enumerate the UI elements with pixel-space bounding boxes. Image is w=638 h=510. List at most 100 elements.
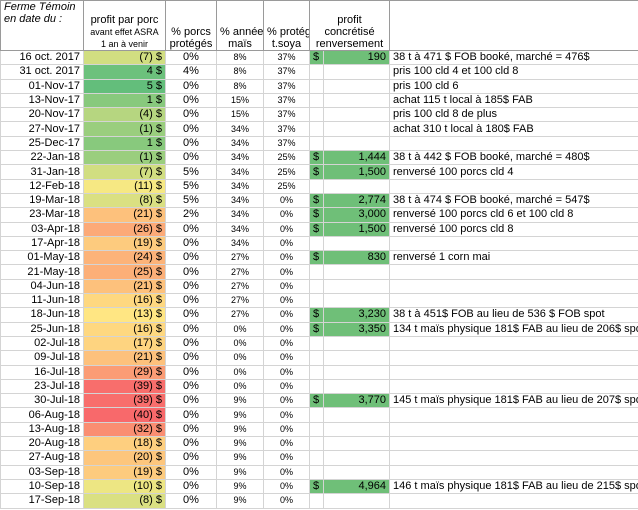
note-cell: 134 t maïs physique 181$ FAB au lieu de …: [389, 321, 638, 337]
profit-cell: (4) $: [83, 107, 166, 123]
currency-cell: $: [309, 150, 324, 166]
pct-cell: 9%: [216, 450, 264, 466]
pct-cell: 15%: [216, 107, 264, 123]
note-cell: [389, 407, 638, 423]
note-cell: renversé 100 porcs cld 8: [389, 221, 638, 237]
pct-cell: 0%: [263, 478, 310, 495]
note-cell: 38 t à 474 $ FOB booké, marché = 547$: [389, 192, 638, 209]
date-cell: 31 oct. 2017: [0, 64, 84, 80]
pct-cell: 0%: [165, 264, 217, 280]
header-line: Ferme Témoin: [4, 1, 76, 14]
header-cell: % protégét.soya: [263, 0, 310, 51]
pct-cell: 27%: [216, 293, 264, 309]
note-cell: renversé 100 porcs cld 4: [389, 164, 638, 180]
header-line: renversement: [315, 38, 384, 50]
realized-cell: 190: [322, 49, 391, 66]
table-row: 03-Apr-18 (26) $0% 34% 0% $1,500 renversé 100…: [0, 221, 638, 237]
profit-cell: (10) $: [83, 478, 166, 495]
pct-cell: 34%: [216, 192, 264, 209]
pct-cell: 0%: [165, 250, 217, 266]
currency-cell: $: [309, 164, 324, 180]
profit-cell: (7) $: [83, 49, 166, 66]
pct-cell: 0%: [165, 493, 217, 509]
note-cell: [389, 235, 638, 252]
realized-cell: [322, 493, 391, 509]
pct-cell: 4%: [165, 64, 217, 80]
realized-cell: 1,500: [322, 164, 391, 180]
pct-cell: 0%: [216, 378, 264, 395]
date-cell: 19-Mar-18: [0, 192, 84, 209]
pct-cell: 37%: [263, 92, 310, 109]
pct-cell: 0%: [263, 378, 310, 395]
realized-cell: [322, 121, 391, 137]
date-cell: 01-May-18: [0, 250, 84, 266]
currency-cell: [309, 235, 324, 252]
profit-cell: (16) $: [83, 321, 166, 337]
realized-cell: 1,500: [322, 221, 391, 237]
table-row: 23-Mar-18 (21) $2% 34% 0% $3,000 renversé 100…: [0, 207, 638, 223]
pct-cell: 0%: [165, 436, 217, 452]
realized-cell: [322, 178, 391, 194]
realized-cell: [322, 450, 391, 466]
profit-cell: (11) $: [83, 178, 166, 194]
table-row: 23-Jul-18 (39) $0% 0% 0%: [0, 378, 638, 395]
date-cell: 25-Dec-17: [0, 135, 84, 152]
table-row: 10-Sep-18 (10) $0% 9% 0% $4,964 146 t maïs ph…: [0, 478, 638, 495]
currency-cell: [309, 378, 324, 395]
date-cell: 23-Jul-18: [0, 378, 84, 395]
pct-cell: 0%: [165, 407, 217, 423]
table-row: 17-Apr-18 (19) $0% 34% 0%: [0, 235, 638, 252]
profit-cell: (1) $: [83, 150, 166, 166]
table-row: 22-Jan-18 (1) $0% 34% 25% $1,444 38 t à 442 $…: [0, 150, 638, 166]
realized-cell: [322, 107, 391, 123]
pct-cell: 9%: [216, 478, 264, 495]
currency-cell: [309, 350, 324, 366]
table-row: 09-Jul-18 (21) $0% 0% 0%: [0, 350, 638, 366]
pct-cell: 0%: [165, 293, 217, 309]
realized-cell: 3,770: [322, 393, 391, 409]
table-row: 19-Mar-18 (8) $5% 34% 0% $2,774 38 t à 474 $ …: [0, 192, 638, 209]
pct-cell: 0%: [165, 121, 217, 137]
table-row: 04-Jun-18 (21) $0% 27% 0%: [0, 278, 638, 295]
realized-cell: 2,774: [322, 192, 391, 209]
currency-cell: [309, 64, 324, 80]
pct-cell: 0%: [216, 321, 264, 337]
pct-cell: 0%: [165, 378, 217, 395]
pct-cell: 37%: [263, 49, 310, 66]
profit-cell: (17) $: [83, 335, 166, 352]
currency-cell: $: [309, 207, 324, 223]
realized-cell: 3,350: [322, 321, 391, 337]
date-cell: 17-Apr-18: [0, 235, 84, 252]
pct-cell: 0%: [165, 278, 217, 295]
note-cell: [389, 421, 638, 438]
note-cell: [389, 335, 638, 352]
table-row: 16 oct. 2017 (7) $0% 8% 37% $190 38 t à 471 $…: [0, 49, 638, 66]
profit-cell: (25) $: [83, 264, 166, 280]
currency-cell: [309, 493, 324, 509]
pct-cell: 34%: [216, 164, 264, 180]
date-cell: 20-Nov-17: [0, 107, 84, 123]
realized-cell: [322, 64, 391, 80]
date-cell: 09-Jul-18: [0, 350, 84, 366]
pct-cell: 37%: [263, 78, 310, 94]
table-row: 16-Jul-18 (29) $0% 0% 0%: [0, 364, 638, 380]
note-cell: [389, 350, 638, 366]
currency-cell: $: [309, 192, 324, 209]
header-line: % porcs: [171, 26, 211, 38]
note-cell: achat 310 t local à 180$ FAB: [389, 121, 638, 137]
pct-cell: 0%: [263, 293, 310, 309]
pct-cell: 0%: [165, 350, 217, 366]
table-row: 31-Jan-18 (7) $5% 34% 25% $1,500 renversé 100…: [0, 164, 638, 180]
date-cell: 04-Jun-18: [0, 278, 84, 295]
currency-cell: [309, 121, 324, 137]
note-cell: pris 100 cld 4 et 100 cld 8: [389, 64, 638, 80]
note-cell: [389, 264, 638, 280]
realized-cell: 4,964: [322, 478, 391, 495]
date-cell: 13-Nov-17: [0, 92, 84, 109]
currency-cell: [309, 364, 324, 380]
realized-cell: 3,230: [322, 307, 391, 323]
table-row: 13-Aug-18 (32) $0% 9% 0%: [0, 421, 638, 438]
pct-cell: 0%: [216, 335, 264, 352]
